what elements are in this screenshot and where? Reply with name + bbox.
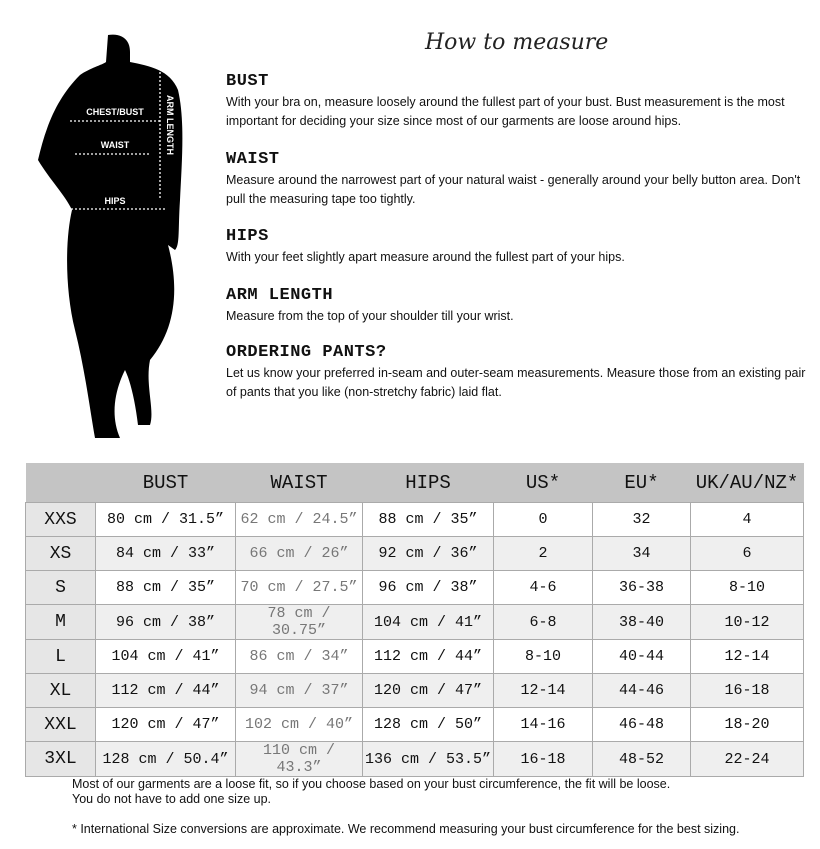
size-cell: S: [25, 570, 96, 605]
table-cell: 80 cm / 31.5”: [95, 502, 236, 537]
section-text: Measure around the narrowest part of you…: [226, 173, 801, 206]
size-cell: XXS: [25, 502, 96, 537]
size-cell: XL: [25, 673, 96, 708]
column-header: BUST: [95, 463, 236, 503]
table-cell: 36-38: [592, 570, 691, 605]
table-cell: 120 cm / 47”: [362, 673, 494, 708]
table-cell: 12-14: [690, 639, 804, 674]
section-heading: WAIST: [226, 150, 280, 169]
table-cell: 112 cm / 44”: [362, 639, 494, 674]
table-cell: 62 cm / 24.5”: [235, 502, 363, 537]
section-heading: HIPS: [226, 227, 269, 246]
ordering-pants-section: ORDERING PANTS? Let us know your preferre…: [226, 343, 806, 402]
arm-length-label: ARM LENGTH: [165, 95, 175, 155]
table-cell: 94 cm / 37”: [235, 673, 363, 708]
table-cell: 10-12: [690, 604, 804, 640]
size-chart-table: BUST WAIST HIPS US* EU* UK/AU/NZ* XXS 80 cm / …: [25, 463, 804, 777]
table-cell: 66 cm / 26”: [235, 536, 363, 571]
table-cell: 104 cm / 41”: [95, 639, 236, 674]
table-cell: 6-8: [493, 604, 593, 640]
table-cell: 0: [493, 502, 593, 537]
table-cell: 96 cm / 38”: [95, 604, 236, 640]
fit-note: Most of our garments are a loose fit, so…: [72, 777, 671, 791]
size-cell: XXL: [25, 707, 96, 742]
table-cell: 112 cm / 44”: [95, 673, 236, 708]
waist-label: WAIST: [101, 140, 130, 150]
size-cell: M: [25, 604, 96, 640]
column-header: US*: [493, 463, 593, 503]
table-cell: 2: [493, 536, 593, 571]
column-header: [25, 463, 96, 503]
table-cell: 22-24: [690, 741, 804, 777]
table-cell: 104 cm / 41”: [362, 604, 494, 640]
chest-label: CHEST/BUST: [86, 107, 144, 117]
table-cell: 4: [690, 502, 804, 537]
table-cell: 88 cm / 35”: [362, 502, 494, 537]
size-cell: XS: [25, 536, 96, 571]
table-cell: 44-46: [592, 673, 691, 708]
table-cell: 128 cm / 50.4”: [95, 741, 236, 777]
table-cell: 8-10: [493, 639, 593, 674]
bust-section: BUST With your bra on, measure loosely ar…: [226, 72, 806, 131]
table-row: XS 84 cm / 33” 66 cm / 26” 92 cm / 36” 2 34 6: [25, 536, 804, 571]
table-cell: 78 cm / 30.75”: [235, 604, 363, 640]
table-cell: 14-16: [493, 707, 593, 742]
table-row: 3XL 128 cm / 50.4” 110 cm / 43.3” 136 cm / …: [25, 741, 804, 777]
hips-section: HIPS With your feet slightly apart measur…: [226, 227, 806, 267]
page-title: How to measure: [425, 30, 609, 55]
section-text: Measure from the top of your shoulder ti…: [226, 309, 514, 323]
table-cell: 12-14: [493, 673, 593, 708]
table-cell: 84 cm / 33”: [95, 536, 236, 571]
section-text: With your bra on, measure loosely around…: [226, 95, 785, 128]
table-cell: 8-10: [690, 570, 804, 605]
column-header: EU*: [592, 463, 691, 503]
table-cell: 86 cm / 34”: [235, 639, 363, 674]
table-cell: 34: [592, 536, 691, 571]
column-header: WAIST: [235, 463, 363, 503]
table-cell: 4-6: [493, 570, 593, 605]
table-cell: 48-52: [592, 741, 691, 777]
section-heading: ORDERING PANTS?: [226, 343, 387, 362]
table-cell: 16-18: [690, 673, 804, 708]
table-cell: 110 cm / 43.3”: [235, 741, 363, 777]
table-cell: 96 cm / 38”: [362, 570, 494, 605]
table-row: XXS 80 cm / 31.5” 62 cm / 24.5” 88 cm / 35”…: [25, 502, 804, 537]
fit-note-2: You do not have to add one size up.: [72, 792, 272, 806]
table-cell: 38-40: [592, 604, 691, 640]
table-cell: 32: [592, 502, 691, 537]
table-cell: 136 cm / 53.5”: [362, 741, 494, 777]
table-header-row: BUST WAIST HIPS US* EU* UK/AU/NZ*: [25, 463, 804, 503]
conversion-note: * International Size conversions are app…: [72, 822, 740, 836]
waist-section: WAIST Measure around the narrowest part o…: [226, 150, 806, 209]
size-cell: L: [25, 639, 96, 674]
table-cell: 120 cm / 47”: [95, 707, 236, 742]
table-cell: 6: [690, 536, 804, 571]
hips-label: HIPS: [104, 196, 125, 206]
table-cell: 88 cm / 35”: [95, 570, 236, 605]
table-row: XXL 120 cm / 47” 102 cm / 40” 128 cm / 50” 1…: [25, 707, 804, 742]
table-cell: 18-20: [690, 707, 804, 742]
section-text: With your feet slightly apart measure ar…: [226, 250, 625, 264]
table-row: L 104 cm / 41” 86 cm / 34” 112 cm / 44” 8-10…: [25, 639, 804, 674]
table-cell: 70 cm / 27.5”: [235, 570, 363, 605]
table-row: M 96 cm / 38” 78 cm / 30.75” 104 cm / 41” 6-…: [25, 604, 804, 640]
arm-length-section: ARM LENGTH Measure from the top of your s…: [226, 286, 806, 326]
section-heading: BUST: [226, 72, 269, 91]
section-heading: ARM LENGTH: [226, 286, 334, 305]
section-text: Let us know your preferred in-seam and o…: [226, 366, 806, 399]
table-cell: 92 cm / 36”: [362, 536, 494, 571]
column-header: UK/AU/NZ*: [690, 463, 804, 503]
table-cell: 46-48: [592, 707, 691, 742]
table-cell: 128 cm / 50”: [362, 707, 494, 742]
table-cell: 16-18: [493, 741, 593, 777]
size-cell: 3XL: [25, 741, 96, 777]
column-header: HIPS: [362, 463, 494, 503]
table-cell: 102 cm / 40”: [235, 707, 363, 742]
table-row: XL 112 cm / 44” 94 cm / 37” 120 cm / 47” 12-…: [25, 673, 804, 708]
body-silhouette-figure: CHEST/BUST WAIST HIPS ARM LENGTH: [38, 34, 183, 438]
table-row: S 88 cm / 35” 70 cm / 27.5” 96 cm / 38” 4-6 3…: [25, 570, 804, 605]
table-cell: 40-44: [592, 639, 691, 674]
